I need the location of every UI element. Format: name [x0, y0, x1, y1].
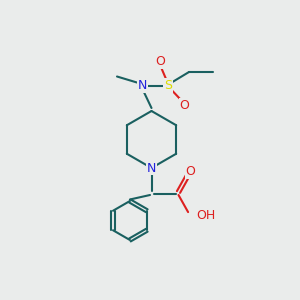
Text: O: O — [180, 98, 189, 112]
Text: N: N — [147, 161, 156, 175]
Text: O: O — [156, 55, 165, 68]
Text: OH: OH — [196, 208, 215, 222]
Text: O: O — [186, 165, 195, 178]
Text: N: N — [138, 79, 147, 92]
Text: S: S — [164, 79, 172, 92]
